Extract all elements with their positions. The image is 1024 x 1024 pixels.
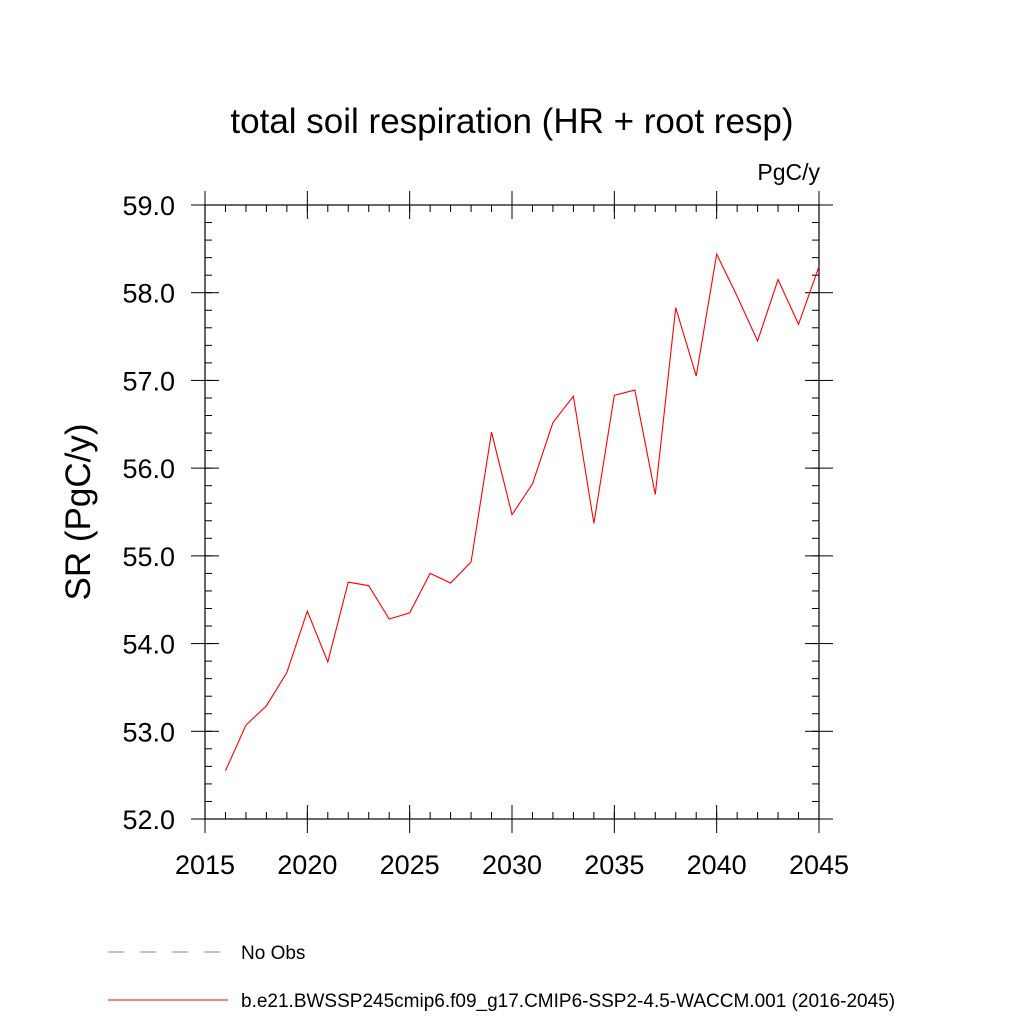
- legend-label-no-obs: No Obs: [241, 943, 305, 964]
- units-label: PgC/y: [757, 159, 820, 185]
- y-tick-label: 53.0: [122, 717, 175, 747]
- x-tick-label: 2030: [482, 850, 542, 880]
- legend-label-model-run: b.e21.BWSSP245cmip6.f09_g17.CMIP6-SSP2-4…: [241, 991, 895, 1012]
- y-tick-label: 55.0: [122, 542, 175, 572]
- y-tick-label: 57.0: [122, 366, 175, 396]
- legend: No Obs b.e21.BWSSP245cmip6.f09_g17.CMIP6…: [108, 943, 895, 1012]
- y-tick-label: 52.0: [122, 805, 175, 835]
- y-axis-label: SR (PgC/y): [59, 424, 98, 601]
- axis-ticks: [191, 191, 833, 833]
- x-tick-label: 2015: [175, 850, 235, 880]
- x-tick-label: 2045: [789, 850, 849, 880]
- y-tick-label: 54.0: [122, 630, 175, 660]
- x-tick-label: 2025: [380, 850, 440, 880]
- y-tick-label: 56.0: [122, 454, 175, 484]
- series-line-1: [224, 252, 820, 771]
- y-tick-label: 58.0: [122, 279, 175, 309]
- x-tick-label: 2040: [687, 850, 747, 880]
- y-tick-label: 59.0: [122, 191, 175, 221]
- series-layer: [224, 252, 820, 771]
- x-tick-label: 2020: [277, 850, 337, 880]
- axis-tick-labels: 2015 2020 2025 2030 2035 2040 2045 52.0 53.0 54.0…: [122, 191, 849, 880]
- plot-frame: [204, 204, 820, 820]
- chart-title: total soil respiration (HR + root resp): [230, 102, 793, 141]
- x-tick-label: 2035: [584, 850, 644, 880]
